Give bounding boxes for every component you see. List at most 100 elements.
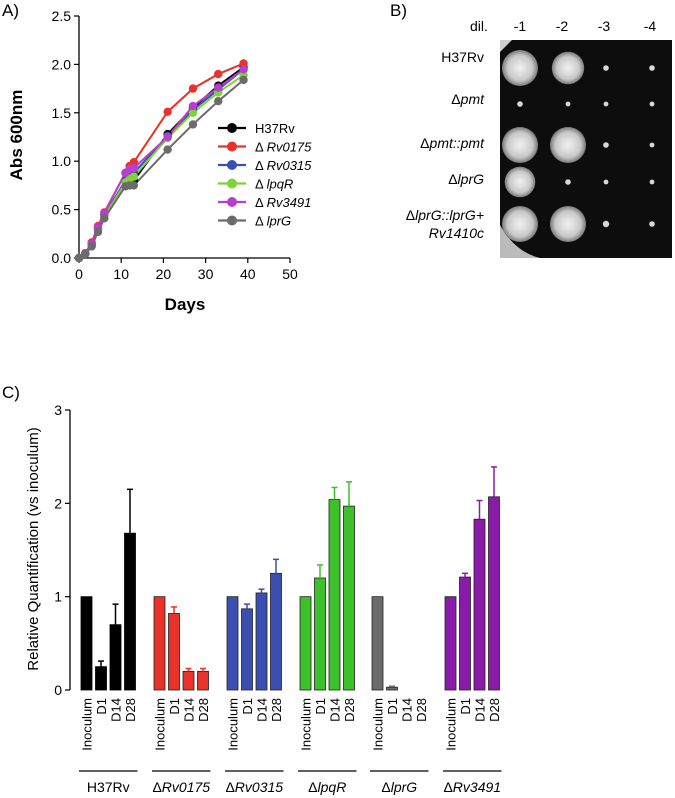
- plate-label-delta: Δ: [451, 91, 460, 107]
- legend-strain: lprG: [267, 214, 292, 229]
- category-label: D1: [458, 698, 473, 715]
- legend-strain: lpqR: [267, 177, 294, 192]
- bar-d1: [314, 577, 326, 691]
- group-label: H37Rv: [87, 779, 130, 795]
- x-tick-label: 10: [113, 266, 129, 282]
- bar-d28: [488, 496, 500, 691]
- bar-d1: [386, 686, 398, 691]
- bar-inoculum: [444, 596, 457, 691]
- legend-delta: Δ: [255, 140, 267, 155]
- colony-spot: [502, 127, 538, 163]
- group-delta: Δ: [152, 779, 161, 795]
- dilution-label: -2: [556, 18, 569, 34]
- colony-speck: [517, 101, 523, 107]
- bar-d28: [270, 572, 282, 691]
- dilution-label: -1: [514, 18, 527, 34]
- plate-label-delta: Δ: [420, 135, 429, 151]
- category-label: Inoculum: [226, 698, 241, 751]
- data-point-lpqr: [188, 108, 198, 118]
- y-tick-label: 1.5: [52, 105, 72, 121]
- data-point-rv0175: [188, 84, 198, 93]
- group-strain: lprG: [391, 779, 418, 795]
- y-tick-label: 1.0: [52, 153, 72, 169]
- y-tick-label: 1: [54, 589, 62, 605]
- colony-speck: [649, 65, 655, 71]
- dilution-label: -3: [598, 18, 611, 34]
- x-tick-label: 0: [75, 266, 83, 282]
- bar-d1: [459, 576, 471, 691]
- dilution-header: dil.: [470, 18, 488, 34]
- plate-label-strain: pmt::pmt: [429, 135, 486, 151]
- data-point-lprg: [100, 214, 109, 223]
- colony-spot: [550, 206, 586, 242]
- legend-marker: [227, 123, 237, 133]
- y-tick-label: 0: [54, 682, 62, 698]
- category-label: D1: [167, 698, 182, 715]
- category-label: D28: [123, 698, 138, 722]
- category-label: D14: [328, 698, 343, 722]
- legend-delta: Δ: [255, 177, 267, 192]
- data-point-lprg: [87, 242, 96, 251]
- data-point-rv0175: [239, 59, 248, 68]
- y-tick-label: 2.5: [52, 8, 72, 24]
- spot-plate-panel: dil. -1 -2 -3 -4 H37RvΔpmtΔpmt::pmtΔlprGΔlp…: [406, 18, 672, 258]
- plate-edge: [500, 40, 512, 52]
- bar-d14: [182, 670, 195, 691]
- group-label: ΔRv0315: [225, 779, 283, 795]
- category-label: D14: [109, 698, 124, 722]
- legend-marker: [227, 178, 237, 189]
- y-tick-label: 2: [54, 495, 62, 511]
- plate-label-strain: lprG: [458, 171, 485, 187]
- legend-label: Δ lprG: [255, 214, 291, 229]
- legend-strain: Rv3491: [267, 195, 312, 210]
- plate-row-label: Δpmt::pmt: [420, 135, 485, 151]
- legend-label: Δ Rv0175: [255, 140, 312, 155]
- plate-row-labels: H37RvΔpmtΔpmt::pmtΔlprGΔlprG::lprG+Rv141…: [406, 49, 485, 241]
- colony-speck: [649, 101, 655, 107]
- x-tick-label: 50: [282, 266, 298, 282]
- category-label: D1: [385, 698, 400, 715]
- dilution-label: -4: [644, 18, 657, 34]
- y-tick-label: 0.5: [52, 202, 72, 218]
- data-point-lpqr: [129, 172, 139, 181]
- legend-delta: Δ: [255, 158, 267, 173]
- colony-spot: [551, 51, 585, 85]
- bar-inoculum: [299, 596, 312, 691]
- plate-label-delta: Δ: [448, 171, 457, 187]
- data-point-lprg: [74, 253, 84, 263]
- data-point-rv0175: [129, 157, 139, 167]
- category-label: D28: [269, 698, 284, 722]
- group-strain: lpqR: [318, 779, 347, 795]
- legend-marker: [227, 197, 237, 207]
- colony-speck: [649, 142, 655, 148]
- bar-d1: [241, 608, 253, 691]
- colony-speck: [565, 179, 571, 185]
- x-tick-label: 30: [198, 266, 214, 282]
- plate-label-strain: pmt: [460, 91, 485, 107]
- growth-curve-series: [74, 59, 248, 263]
- category-label: Inoculum: [444, 698, 459, 751]
- panel-a-label: A): [2, 1, 19, 20]
- group-label: ΔRv3491: [443, 779, 501, 795]
- plate-row-label: ΔlprG::lprG+: [406, 207, 484, 223]
- category-label: D28: [342, 698, 357, 722]
- quantification-y-title: Relative Quantification (vs inoculum): [25, 427, 42, 670]
- group-delta: Δ: [225, 779, 234, 795]
- bar-d28: [124, 532, 136, 691]
- growth-curve-axes: 0.0 0.5 1.0 1.5 2.0 2.5 0 10 20 30 40 50: [52, 8, 298, 282]
- group-strain: Rv0175: [162, 779, 210, 795]
- bar-inoculum: [371, 596, 384, 691]
- plate-row-label-line2: Rv1410c: [429, 225, 484, 241]
- group-label: ΔlprG: [381, 779, 417, 795]
- group-delta: Δ: [308, 779, 317, 795]
- data-point-lprg: [93, 227, 103, 237]
- legend-label: H37Rv: [255, 121, 295, 136]
- group-strain: Rv3491: [453, 779, 501, 795]
- panel-c-label: C): [2, 383, 20, 402]
- category-label: D28: [414, 698, 429, 722]
- colony-speck: [603, 65, 609, 71]
- x-tick-label: 20: [156, 266, 172, 282]
- category-label: D28: [196, 698, 211, 722]
- growth-curve-x-title: Days: [165, 295, 206, 314]
